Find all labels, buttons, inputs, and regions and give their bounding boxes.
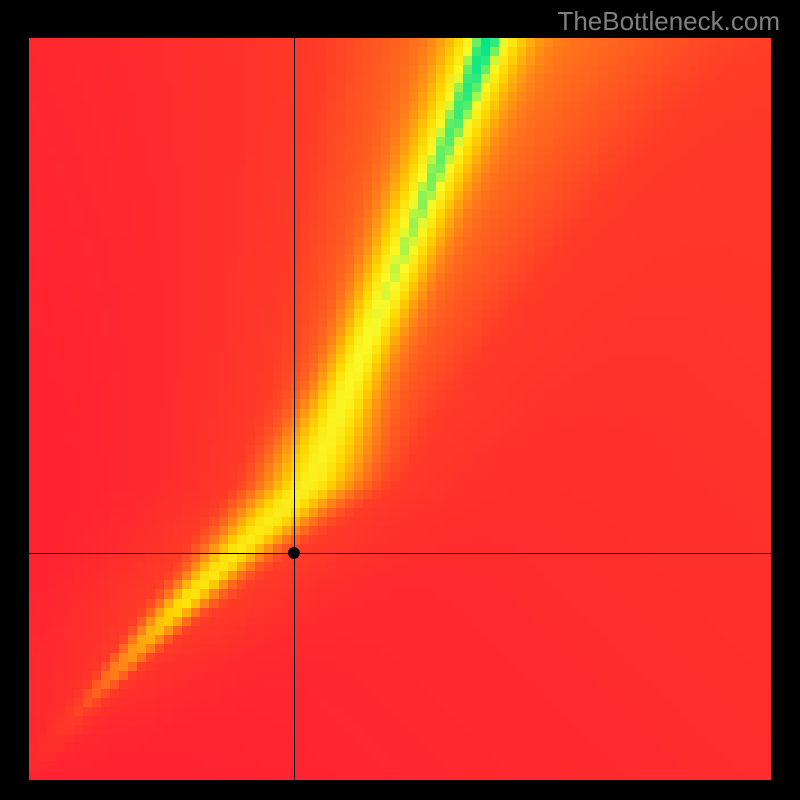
watermark-text: TheBottleneck.com [557, 6, 780, 37]
bottleneck-heatmap [29, 38, 771, 780]
